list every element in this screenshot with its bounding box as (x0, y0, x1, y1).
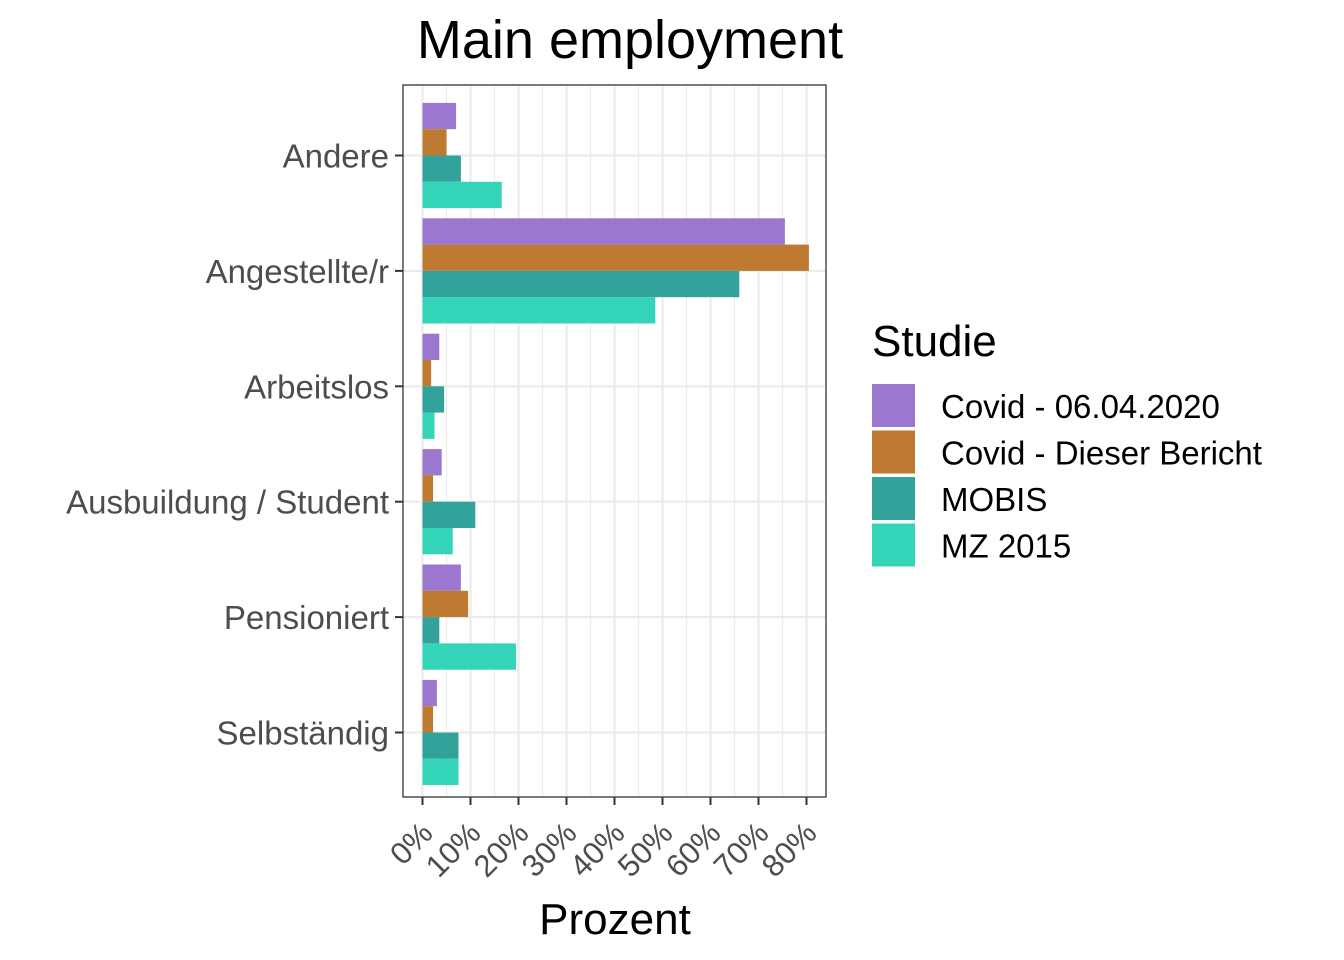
legend-swatch (872, 430, 915, 474)
bar (422, 501, 476, 528)
bar (422, 617, 440, 644)
bar (422, 528, 453, 555)
bar (422, 360, 432, 387)
y-category-label: Pensioniert (224, 599, 389, 636)
legend-swatch (872, 523, 915, 567)
bar (422, 297, 656, 324)
bar (422, 758, 459, 786)
legend: Studie Covid - 06.04.2020 Covid - Dieser … (872, 317, 1262, 567)
legend-label: MZ 2015 (941, 528, 1071, 565)
legend-label: Covid - 06.04.2020 (941, 388, 1220, 425)
bar (422, 590, 469, 618)
y-axis: Andere Angestellte/r Arbeitslos Ausbuildung… (66, 138, 403, 752)
y-category-label: Ausbuildung / Student (66, 484, 389, 521)
bar (422, 449, 442, 476)
y-category-label: Arbeitslos (244, 368, 389, 405)
legend-swatch (872, 477, 915, 520)
legend-label: Covid - Dieser Bericht (941, 435, 1262, 472)
bar (422, 181, 502, 209)
bar (422, 679, 437, 707)
y-category-label: Angestellte/r (206, 253, 389, 290)
y-category-label: Andere (283, 138, 389, 175)
major-gridlines (403, 85, 826, 797)
bar (422, 386, 445, 413)
x-axis: 0%10%20%30%40%50%60%70%80% (383, 797, 823, 884)
x-axis-title: Prozent (539, 895, 691, 944)
bar (422, 412, 435, 439)
bar (422, 643, 517, 670)
bar (422, 564, 461, 591)
bar (422, 218, 785, 245)
legend-title: Studie (872, 317, 997, 366)
bar (422, 475, 434, 502)
bar (422, 155, 461, 182)
bar (422, 102, 457, 130)
bar (422, 732, 459, 759)
bar (422, 244, 809, 271)
bar (422, 129, 447, 156)
y-category-label: Selbständig (217, 715, 389, 752)
bars (422, 102, 809, 786)
legend-swatch (872, 384, 915, 427)
chart-title: Main employment (417, 10, 843, 70)
bar (422, 270, 740, 298)
legend-label: MOBIS (941, 481, 1047, 518)
bar (422, 706, 434, 733)
x-tick-label: 80% (755, 815, 824, 884)
bar (422, 333, 440, 360)
